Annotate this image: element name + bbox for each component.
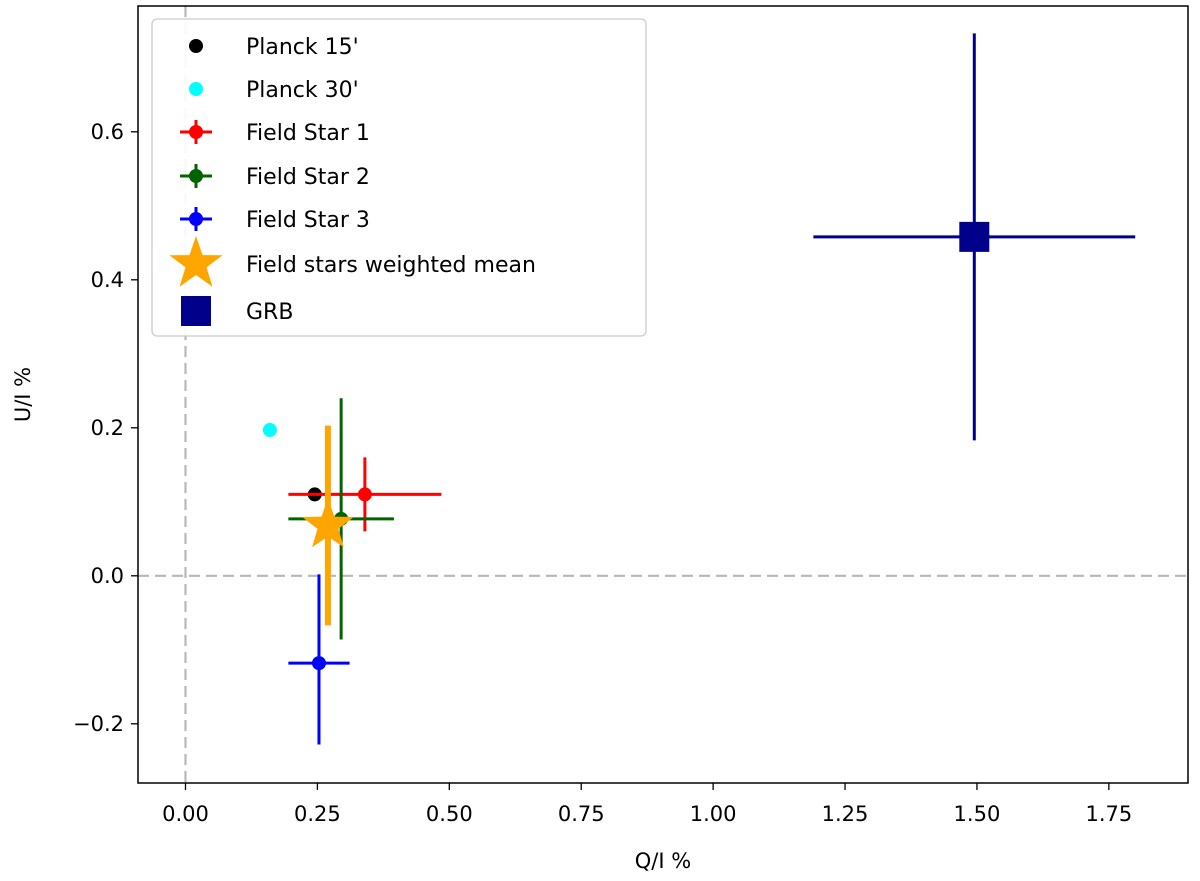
y-tick-label: 0.0 xyxy=(91,564,124,588)
x-tick-label: 0.75 xyxy=(558,802,605,826)
legend-label-field-star-2: Field Star 2 xyxy=(246,165,370,190)
y-axis: −0.2 0.0 0.2 0.4 0.6 xyxy=(73,120,138,736)
grb-legend-marker xyxy=(181,296,211,326)
x-tick-label: 0.50 xyxy=(426,802,473,826)
x-tick-label: 0.00 xyxy=(162,802,209,826)
planck-30-legend-marker xyxy=(189,82,203,96)
legend-label-field-star-1: Field Star 1 xyxy=(246,121,370,146)
legend-label-planck-30: Planck 30' xyxy=(246,78,359,103)
x-tick-label: 1.00 xyxy=(690,802,737,826)
x-tick-label: 1.25 xyxy=(822,802,869,826)
y-tick-label: 0.4 xyxy=(91,268,124,292)
legend-box xyxy=(151,18,647,337)
field-star-1-point xyxy=(357,487,372,502)
x-axis: 0.00 0.25 0.50 0.75 1.00 1.25 1.50 1.75 xyxy=(162,783,1132,826)
plot-frame xyxy=(137,5,1189,784)
x-tick-label: 0.25 xyxy=(294,802,341,826)
x-tick-label: 1.75 xyxy=(1085,802,1132,826)
x-axis-label: Q/I % xyxy=(635,849,691,873)
y-tick-label: 0.6 xyxy=(91,120,124,144)
x-tick-label: 1.50 xyxy=(954,802,1001,826)
legend-label-planck-15: Planck 15' xyxy=(246,35,359,60)
field-star-2-legend-marker xyxy=(189,169,203,183)
field-star-1-legend-marker xyxy=(189,125,203,139)
planck-15-legend-marker xyxy=(189,39,203,53)
legend-label-grb: GRB xyxy=(246,300,293,325)
y-tick-label: −0.2 xyxy=(73,712,124,736)
field-stars-weighted-mean-legend-marker xyxy=(169,236,223,287)
legend: Planck 15' Planck 30' Field Star 1 Field St… xyxy=(151,18,647,337)
field-star-3-legend-marker xyxy=(189,212,203,226)
field-stars-weighted-mean-point xyxy=(302,498,354,548)
field-star-3-point xyxy=(311,656,326,671)
planck-30-point xyxy=(262,423,277,438)
y-tick-label: 0.2 xyxy=(91,416,124,440)
grb-point xyxy=(959,221,990,252)
y-axis-label: U/I % xyxy=(11,367,35,422)
legend-label-field-star-3: Field Star 3 xyxy=(246,208,370,233)
legend-label-field-stars-weighted-mean: Field stars weighted mean xyxy=(246,253,536,278)
